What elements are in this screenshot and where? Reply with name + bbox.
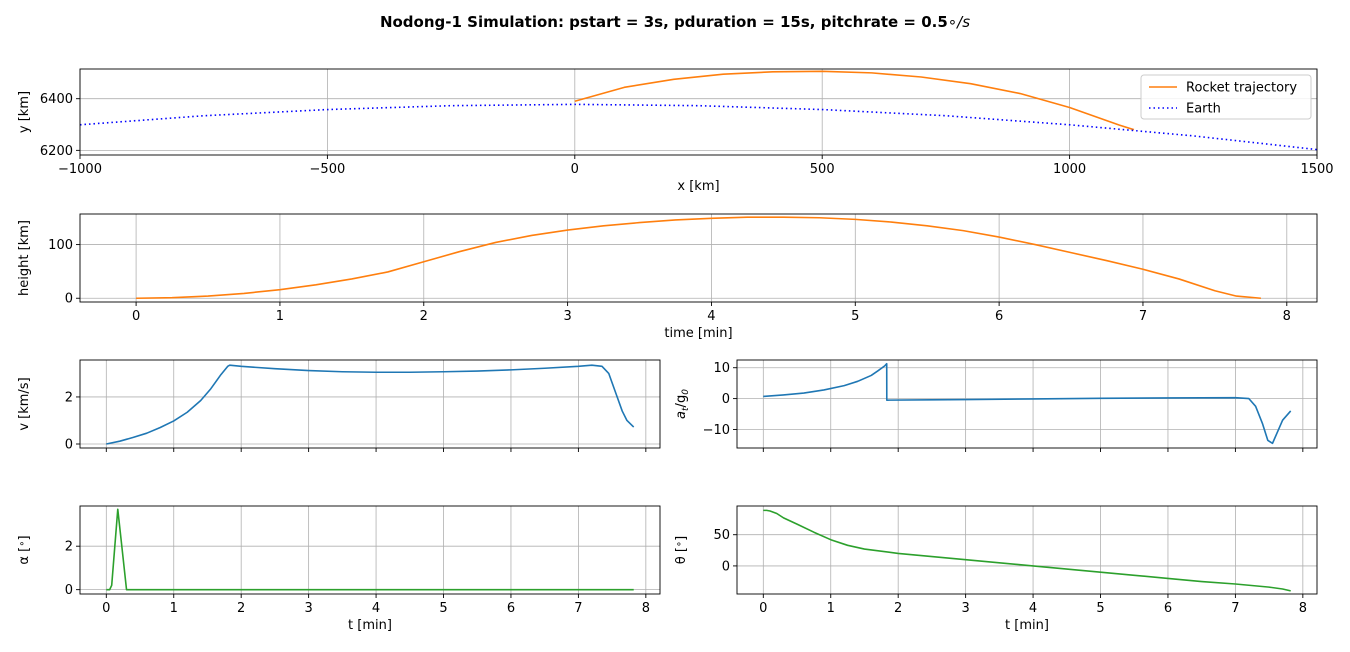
height-xtick-label: 5 <box>851 309 859 324</box>
height-ylabel: height [km] <box>17 220 32 296</box>
height-xtick-label: 0 <box>132 309 140 324</box>
trajectory-xlabel: x [km] <box>677 179 719 194</box>
height-xtick-label: 6 <box>995 309 1003 324</box>
trajectory-xtick-label: 500 <box>810 162 835 177</box>
trajectory-ytick-label: 6400 <box>40 92 73 107</box>
trajectory-axes: −1000 −500 0 500 1000 1500 6200 6400 x [km] y [km… <box>17 68 1334 194</box>
trajectory-xtick-label: 0 <box>571 162 579 177</box>
legend-entry: Earth <box>1186 102 1221 117</box>
alpha-xtick-label: 3 <box>304 601 312 616</box>
trajectory-xtick-label: 1500 <box>1300 162 1333 177</box>
alpha-xtick-label: 0 <box>102 601 110 616</box>
figure-title: Nodong-1 Simulation: pstart = 3s, pdurat… <box>380 13 970 31</box>
theta-ytick-label: 50 <box>713 528 730 543</box>
theta-xtick-label: 6 <box>1164 601 1172 616</box>
velocity-ylabel: v [km/s] <box>17 377 32 430</box>
alpha-xtick-label: 4 <box>372 601 380 616</box>
velocity-frame <box>79 359 661 449</box>
alpha-xlabel: t [min] <box>348 618 392 633</box>
alpha-frame <box>79 505 661 595</box>
alpha-xtick-label: 1 <box>170 601 178 616</box>
velocity-ytick-label: 0 <box>65 438 73 453</box>
height-xlabel: time [min] <box>664 326 732 341</box>
acceleration-frame <box>736 359 1318 449</box>
velocity-ytick-label: 2 <box>65 390 73 405</box>
trajectory-xtick-label: 1000 <box>1053 162 1086 177</box>
theta-series-line <box>763 509 1291 592</box>
alpha-series-line <box>106 508 634 591</box>
theta-xtick-label: 2 <box>894 601 902 616</box>
trajectory-ylabel: y [km] <box>17 91 32 133</box>
theta-frame <box>736 505 1318 595</box>
height-ytick-label: 0 <box>65 292 73 307</box>
trajectory-legend: Rocket trajectory Earth <box>1140 74 1312 120</box>
legend-box <box>1140 74 1312 120</box>
alpha-xtick-label: 6 <box>507 601 515 616</box>
velocity-series-line <box>106 364 635 445</box>
height-xtick-label: 1 <box>276 309 284 324</box>
alpha-xtick-label: 2 <box>237 601 245 616</box>
trajectory-series-line <box>574 70 1135 131</box>
height-frame <box>79 213 1318 303</box>
velocity-axes: 0 2 v [km/s] <box>17 359 661 453</box>
height-xtick-label: 4 <box>707 309 715 324</box>
height-series-line <box>136 216 1261 300</box>
theta-ylabel: θ [∘] <box>674 536 689 565</box>
alpha-ytick-label: 0 <box>65 583 73 598</box>
acceleration-ylabel: at/g0 <box>674 389 691 419</box>
theta-axes: 0 1 2 3 4 5 6 7 8 0 50 t [min] θ [∘] <box>674 505 1318 633</box>
theta-xtick-label: 3 <box>961 601 969 616</box>
trajectory-xtick-label: −1000 <box>58 162 102 177</box>
acceleration-axes: −10 0 10 at/g0 <box>674 359 1318 452</box>
height-xtick-label: 2 <box>420 309 428 324</box>
figure-title-main: Nodong-1 Simulation: pstart = 3s, pdurat… <box>380 13 948 31</box>
alpha-ylabel: α [∘] <box>17 535 32 564</box>
acceleration-ytick-label: −10 <box>703 423 730 438</box>
trajectory-frame <box>79 68 1318 156</box>
height-xtick-label: 8 <box>1283 309 1291 324</box>
acceleration-ytick-label: 10 <box>713 361 730 376</box>
height-ytick-label: 100 <box>48 238 73 253</box>
alpha-xtick-label: 5 <box>439 601 447 616</box>
acceleration-ytick-label: 0 <box>722 392 730 407</box>
alpha-xtick-label: 8 <box>642 601 650 616</box>
theta-xtick-label: 1 <box>827 601 835 616</box>
height-xtick-label: 3 <box>563 309 571 324</box>
theta-xtick-label: 5 <box>1096 601 1104 616</box>
theta-xtick-label: 7 <box>1231 601 1239 616</box>
trajectory-series-line <box>80 103 1317 151</box>
trajectory-xtick-label: −500 <box>310 162 346 177</box>
alpha-axes: 0 1 2 3 4 5 6 7 8 0 2 t [min] α [∘] <box>17 505 661 633</box>
height-xtick-label: 7 <box>1139 309 1147 324</box>
alpha-ytick-label: 2 <box>65 540 73 555</box>
theta-ytick-label: 0 <box>722 559 730 574</box>
trajectory-ytick-label: 6200 <box>40 144 73 159</box>
legend-entry: Rocket trajectory <box>1186 81 1297 96</box>
alpha-xtick-label: 7 <box>574 601 582 616</box>
theta-xtick-label: 0 <box>759 601 767 616</box>
theta-xtick-label: 8 <box>1299 601 1307 616</box>
acceleration-series-line <box>763 362 1292 445</box>
height-axes: 0 1 2 3 4 5 6 7 8 0 100 time [min] height [km] <box>17 213 1318 341</box>
theta-xtick-label: 4 <box>1029 601 1037 616</box>
figure-title-unit: ∘/s <box>948 13 970 31</box>
theta-xlabel: t [min] <box>1005 618 1049 633</box>
